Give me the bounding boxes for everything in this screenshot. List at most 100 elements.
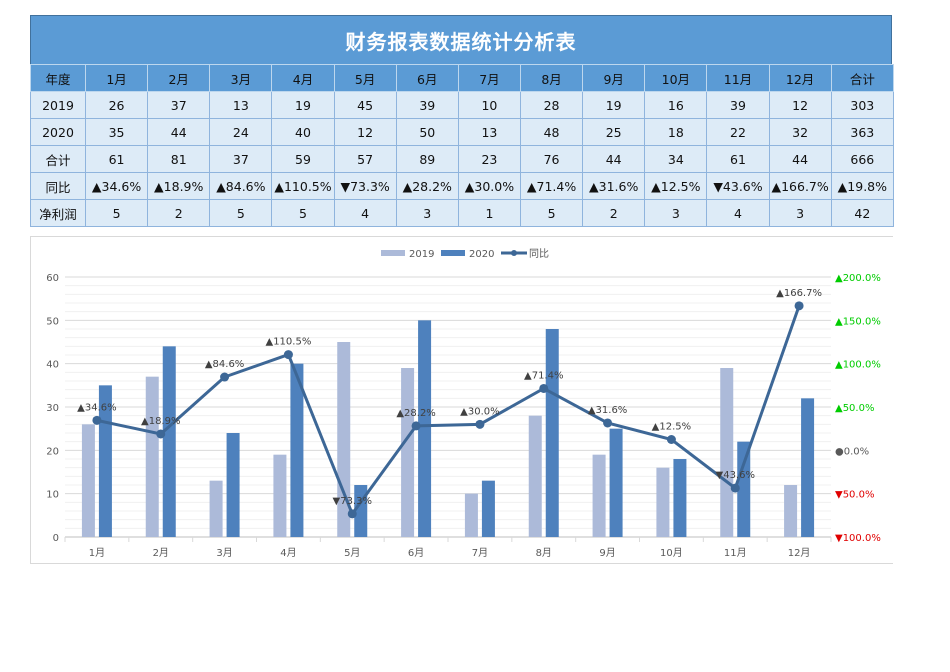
x-axis-label: 3月 [216,547,232,559]
yoy-marker [283,350,293,360]
yoy-data-label: ▲84.6% [205,359,244,370]
report-title: 财务报表数据统计分析表 [30,15,892,64]
y-axis-tick: 20 [46,446,59,457]
table-cell: 12 [768,91,832,119]
table-cell: 666 [830,145,895,173]
table-cell: ▲31.6% [582,172,646,200]
table-row: 2019 26 37 13 19 45 39 10 28 19 16 39 12 303 [30,91,895,119]
table-cell: 39 [395,91,459,119]
yoy-marker [475,419,485,429]
table-row: 净利润 5 2 5 5 4 3 1 5 2 3 4 3 42 [30,199,895,227]
yoy-marker [411,421,421,431]
table-cell: ▲34.6% [84,172,149,200]
table-cell: 39 [706,91,770,119]
x-axis-label: 12月 [788,547,811,559]
table-cell: ▲12.5% [644,172,708,200]
yoy-data-label: ▲12.5% [652,422,691,433]
bar-2020 [354,485,368,537]
header-cell: 1月 [84,64,149,92]
header-cell: 7月 [457,64,521,92]
table-cell: 25 [582,118,646,146]
data-table: 年度 1月 2月 3月 4月 5月 6月 7月 8月 9月 10月 11月 12月 合计 2019 26 37 1… [30,64,895,227]
header-cell: 2月 [147,64,211,92]
table-cell: 5 [519,199,584,227]
table-cell: 5 [84,199,149,227]
table-cell: ▲84.6% [209,172,273,200]
yoy-data-label: ▲110.5% [266,337,312,348]
legend-label-2020: 2020 [469,249,494,260]
table-cell: ▲19.8% [830,172,895,200]
row-label: 2020 [30,118,86,146]
row-label: 净利润 [30,199,86,227]
legend-marker-yoy [511,250,517,256]
table-cell: 4 [706,199,770,227]
header-cell: 合计 [830,64,895,92]
table-cell: 22 [706,118,770,146]
yoy-marker [730,483,740,493]
yoy-marker [539,383,549,393]
header-cell: 6月 [395,64,459,92]
table-cell: 5 [271,199,335,227]
legend-swatch-2020 [441,250,465,256]
table-cell: 28 [519,91,584,119]
yoy-data-label: ▲166.7% [776,288,822,299]
table-cell: 59 [271,145,335,173]
yoy-data-label: ▲31.6% [588,405,627,416]
bar-2020 [418,320,432,537]
table-cell: 35 [84,118,149,146]
table-cell: 10 [457,91,521,119]
bar-2019 [401,368,415,537]
header-cell: 8月 [519,64,584,92]
header-cell: 5月 [333,64,397,92]
table-cell: ▲18.9% [147,172,211,200]
y2-axis-tick: ▲200.0% [835,273,881,284]
bar-2020 [481,480,495,537]
table-row: 合计 61 81 37 59 57 89 23 76 44 34 61 44 666 [30,145,895,173]
financial-report: 财务报表数据统计分析表 年度 1月 2月 3月 4月 5月 6月 7月 8月 9月 10月 11月 12… [30,15,895,227]
yoy-marker [347,509,357,519]
table-cell: 76 [519,145,584,173]
x-axis-label: 1月 [89,547,105,559]
x-axis-label: 2月 [153,547,169,559]
yoy-marker [666,435,676,444]
table-cell: 89 [395,145,459,173]
table-cell: 24 [209,118,273,146]
legend-swatch-2019 [381,250,405,256]
bar-2019 [528,415,542,537]
yoy-data-label: ▲30.0% [460,406,499,417]
header-cell: 9月 [582,64,646,92]
header-cell: 3月 [209,64,273,92]
table-cell: 2 [147,199,211,227]
table-cell: ▼73.3% [333,172,397,200]
table-cell: 44 [147,118,211,146]
header-cell: 10月 [644,64,708,92]
table-cell: 5 [209,199,273,227]
y-axis-tick: 0 [53,533,59,544]
legend-label-yoy: 同比 [529,248,549,260]
bar-2019 [81,424,95,537]
table-cell: 32 [768,118,832,146]
yoy-line [96,305,801,517]
table-cell: 3 [768,199,832,227]
bar-2020 [162,346,176,537]
yoy-data-label: ▲18.9% [141,416,180,427]
yoy-marker [794,301,804,311]
table-cell: 37 [147,91,211,119]
table-cell: ▼43.6% [706,172,770,200]
header-cell: 11月 [706,64,770,92]
x-axis-label: 11月 [724,547,747,559]
table-cell: ▲166.7% [768,172,832,200]
y2-axis-tick: ●0.0% [835,446,869,457]
table-cell: ▲28.2% [395,172,459,200]
y-axis-tick: 30 [46,403,59,414]
table-cell: ▲30.0% [457,172,521,200]
table-cell: 48 [519,118,584,146]
row-label: 2019 [30,91,86,119]
table-cell: 37 [209,145,273,173]
row-label: 同比 [30,172,86,200]
table-cell: 57 [333,145,397,173]
table-cell: 12 [333,118,397,146]
bar-2019 [273,454,287,537]
bar-2019 [592,454,606,537]
table-cell: ▲110.5% [271,172,335,200]
